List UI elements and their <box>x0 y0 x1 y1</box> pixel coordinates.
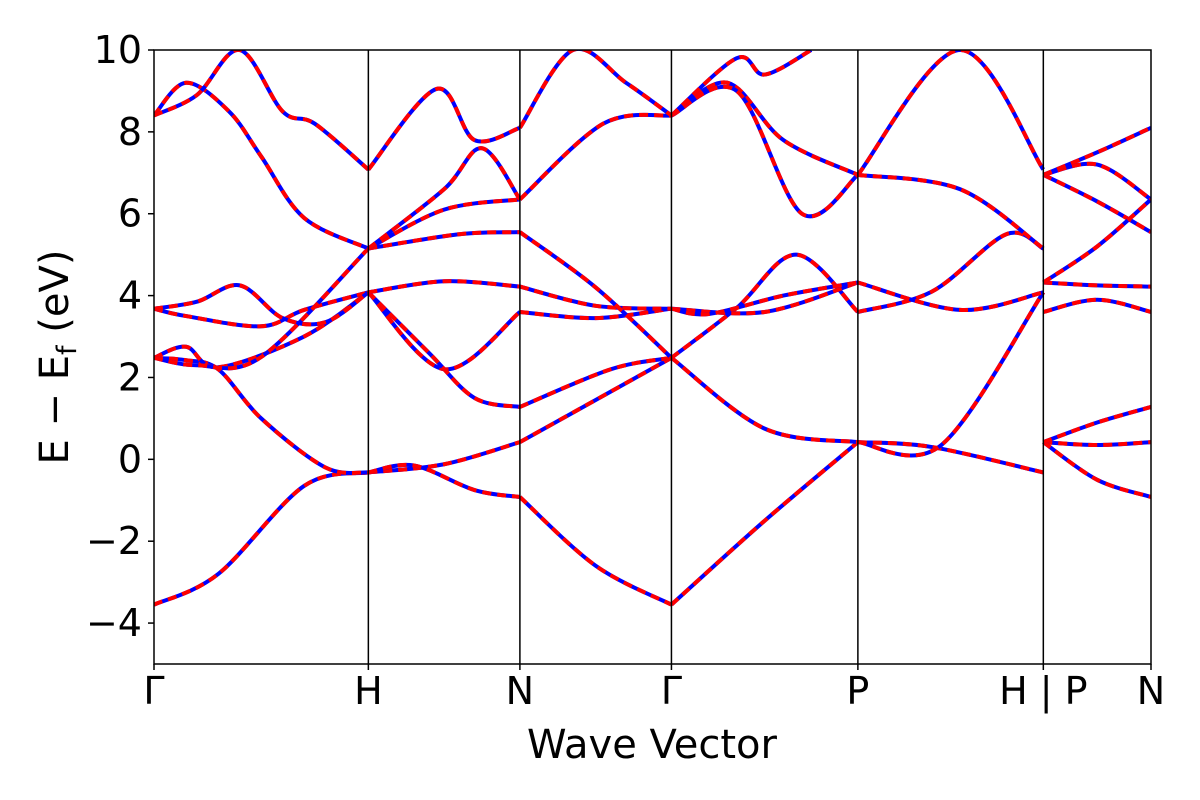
band-line-dashed <box>670 84 860 219</box>
x-tick-label: H <box>354 669 383 713</box>
band-line-solid <box>857 230 1045 314</box>
band-line-dashed <box>366 290 521 409</box>
band-line-solid <box>671 280 859 316</box>
band-line-solid <box>366 290 522 372</box>
band-line-dashed <box>857 440 1044 475</box>
band-line-dashed <box>154 290 369 329</box>
band-line-dashed <box>154 247 370 371</box>
band-line-solid <box>670 84 860 219</box>
band-line-solid <box>857 291 1045 458</box>
band-line-solid <box>368 230 520 251</box>
x-tick-label: Γ <box>143 669 164 713</box>
band-line-dashed <box>154 283 370 327</box>
band-line-solid <box>367 197 521 251</box>
kpoint-lines <box>367 50 1045 664</box>
band-line-dashed <box>366 290 522 372</box>
y-axis-ticks: −4 −2 0 2 4 6 8 10 <box>86 28 154 645</box>
band-line-dashed <box>670 356 859 445</box>
band-line-dashed <box>367 197 521 251</box>
band-line-solid <box>154 470 369 607</box>
band-line-solid <box>519 355 672 409</box>
band-line-solid <box>670 252 860 360</box>
band-line-solid <box>857 280 1044 312</box>
bands-layer <box>154 50 1151 607</box>
band-line-solid <box>154 290 369 329</box>
band-line-solid <box>367 146 522 251</box>
y-axis-label-main: E − E <box>32 355 78 465</box>
band-line-dashed <box>1042 405 1151 445</box>
band-line-solid <box>1042 440 1151 499</box>
band-line-solid <box>368 279 521 295</box>
band-line-solid <box>1042 173 1151 234</box>
band-line-dashed <box>154 80 370 251</box>
y-tick-label: −4 <box>86 601 142 645</box>
band-line-solid <box>154 247 370 371</box>
band-line-solid <box>368 440 521 475</box>
band-line-solid <box>1043 440 1151 448</box>
band-line-dashed <box>857 291 1045 458</box>
band-line-solid <box>366 86 521 171</box>
y-axis-label: E − Ef (eV) <box>32 250 83 465</box>
band-line-dashed <box>154 470 369 607</box>
band-line-solid <box>154 355 369 476</box>
band-line-solid <box>366 290 521 409</box>
band-line-dashed <box>1042 440 1151 499</box>
band-line-solid <box>670 440 860 607</box>
y-tick-label: 8 <box>118 110 142 154</box>
band-line-solid <box>518 230 673 360</box>
x-axis-ticks: Γ H N Γ P H | P N <box>143 664 1165 714</box>
band-line-dashed <box>856 50 1045 177</box>
band-line-solid <box>857 440 1044 475</box>
band-line-solid <box>1043 280 1151 289</box>
band-line-dashed <box>670 50 813 117</box>
band-line-dashed <box>670 252 860 360</box>
band-line-solid <box>856 50 1045 177</box>
x-tick-label: Γ <box>661 669 682 713</box>
band-line-dashed <box>518 112 672 201</box>
y-tick-label: 0 <box>118 437 142 481</box>
x-tick-label: H | P <box>999 669 1087 714</box>
y-tick-label: 2 <box>118 355 142 399</box>
y-tick-label: 10 <box>94 28 142 72</box>
band-line-dashed <box>154 355 369 476</box>
band-line-dashed <box>154 50 370 172</box>
band-line-solid <box>1042 297 1151 314</box>
band-line-solid <box>154 283 370 327</box>
band-line-solid <box>518 495 673 607</box>
x-tick-label: P <box>846 669 869 713</box>
band-line-solid <box>671 280 859 317</box>
band-line-solid <box>154 50 370 172</box>
band-line-solid <box>518 356 673 444</box>
band-line-dashed <box>366 86 521 171</box>
x-tick-label: N <box>1137 669 1165 713</box>
band-line-solid <box>519 284 672 311</box>
band-line-solid <box>518 112 672 201</box>
band-line-solid <box>670 50 813 117</box>
band-line-solid <box>670 80 859 177</box>
x-tick-label: N <box>506 669 534 713</box>
band-line-solid <box>857 172 1045 251</box>
y-tick-label: 6 <box>118 192 142 236</box>
band-line-solid <box>154 80 370 251</box>
band-line-dashed <box>518 495 673 607</box>
band-line-solid <box>519 306 672 321</box>
y-tick-label: 4 <box>118 274 142 318</box>
band-line-solid <box>518 50 673 129</box>
y-axis-label-unit: (eV) <box>32 250 78 346</box>
y-axis-label-subscript: f <box>52 344 83 355</box>
plot-frame <box>153 49 1152 665</box>
band-line-solid <box>1042 197 1151 285</box>
band-line-solid <box>367 462 521 499</box>
band-line-dashed <box>1042 125 1151 177</box>
band-line-solid <box>1042 161 1151 202</box>
x-axis-label: Wave Vector <box>527 722 778 768</box>
band-line-dashed <box>518 356 673 444</box>
y-tick-label: −2 <box>86 519 142 563</box>
